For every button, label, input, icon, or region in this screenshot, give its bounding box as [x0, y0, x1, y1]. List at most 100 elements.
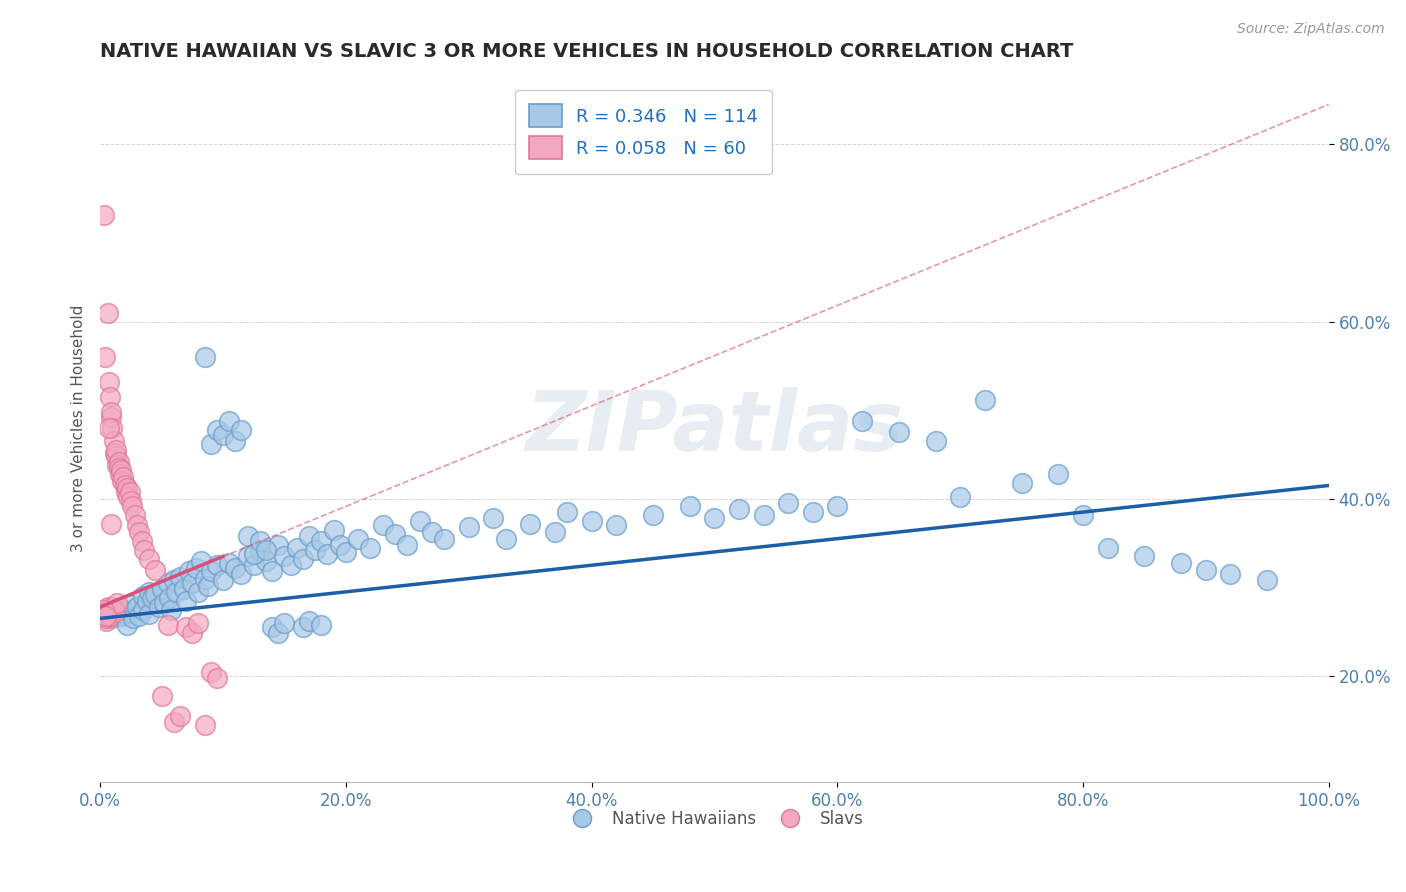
Point — [359, 541, 381, 555]
Point — [1133, 549, 1156, 564]
Point — [169, 570, 191, 584]
Point — [212, 428, 235, 442]
Point — [125, 518, 148, 533]
Point — [335, 545, 357, 559]
Point — [120, 598, 142, 612]
Point — [181, 576, 204, 591]
Point — [311, 534, 333, 549]
Point — [93, 208, 115, 222]
Point — [97, 375, 120, 389]
Point — [105, 458, 128, 472]
Point — [112, 469, 135, 483]
Point — [128, 608, 150, 623]
Point — [98, 608, 121, 623]
Point — [187, 584, 209, 599]
Point — [224, 561, 246, 575]
Point — [887, 425, 910, 440]
Point — [679, 499, 702, 513]
Point — [94, 350, 117, 364]
Point — [1170, 556, 1192, 570]
Point — [254, 543, 277, 558]
Point — [1047, 467, 1070, 481]
Point — [177, 565, 200, 579]
Point — [94, 611, 117, 625]
Point — [304, 543, 326, 558]
Point — [122, 611, 145, 625]
Point — [193, 718, 215, 732]
Point — [200, 565, 222, 579]
Point — [138, 607, 160, 621]
Point — [111, 608, 134, 623]
Point — [200, 665, 222, 679]
Point — [156, 617, 179, 632]
Point — [205, 558, 228, 573]
Point — [160, 602, 183, 616]
Point — [752, 508, 775, 522]
Point — [273, 615, 295, 630]
Point — [115, 617, 138, 632]
Point — [384, 527, 406, 541]
Point — [105, 443, 128, 458]
Point — [120, 605, 142, 619]
Point — [924, 434, 946, 449]
Point — [169, 709, 191, 723]
Point — [703, 511, 725, 525]
Point — [128, 525, 150, 540]
Point — [267, 626, 290, 640]
Point — [138, 552, 160, 566]
Point — [174, 593, 197, 607]
Point — [231, 423, 253, 437]
Text: NATIVE HAWAIIAN VS SLAVIC 3 OR MORE VEHICLES IN HOUSEHOLD CORRELATION CHART: NATIVE HAWAIIAN VS SLAVIC 3 OR MORE VEHI… — [100, 42, 1074, 61]
Point — [224, 434, 246, 449]
Point — [236, 529, 259, 543]
Point — [267, 538, 290, 552]
Point — [173, 582, 195, 597]
Point — [581, 514, 603, 528]
Point — [96, 614, 118, 628]
Point — [973, 392, 995, 407]
Point — [280, 558, 302, 573]
Point — [114, 478, 136, 492]
Point — [197, 579, 219, 593]
Point — [100, 516, 122, 531]
Point — [98, 605, 121, 619]
Point — [145, 563, 167, 577]
Point — [555, 505, 578, 519]
Point — [96, 306, 118, 320]
Point — [163, 574, 186, 588]
Point — [135, 593, 157, 607]
Point — [105, 596, 128, 610]
Point — [148, 599, 170, 614]
Point — [110, 463, 132, 477]
Point — [121, 499, 143, 513]
Point — [145, 587, 167, 601]
Point — [103, 602, 125, 616]
Point — [371, 518, 394, 533]
Point — [249, 543, 271, 558]
Point — [157, 591, 180, 605]
Point — [249, 534, 271, 549]
Point — [408, 514, 430, 528]
Point — [165, 584, 187, 599]
Point — [97, 608, 120, 623]
Point — [93, 605, 115, 619]
Point — [205, 423, 228, 437]
Point — [544, 525, 567, 540]
Point — [218, 414, 240, 428]
Point — [187, 615, 209, 630]
Point — [193, 350, 215, 364]
Point — [322, 523, 344, 537]
Point — [101, 611, 124, 625]
Point — [105, 449, 128, 463]
Point — [153, 596, 176, 610]
Point — [495, 532, 517, 546]
Point — [97, 421, 120, 435]
Point — [827, 499, 849, 513]
Point — [100, 410, 122, 425]
Point — [242, 547, 264, 561]
Point — [107, 454, 129, 468]
Point — [114, 607, 136, 621]
Point — [285, 541, 308, 555]
Point — [291, 552, 314, 566]
Point — [1071, 508, 1094, 522]
